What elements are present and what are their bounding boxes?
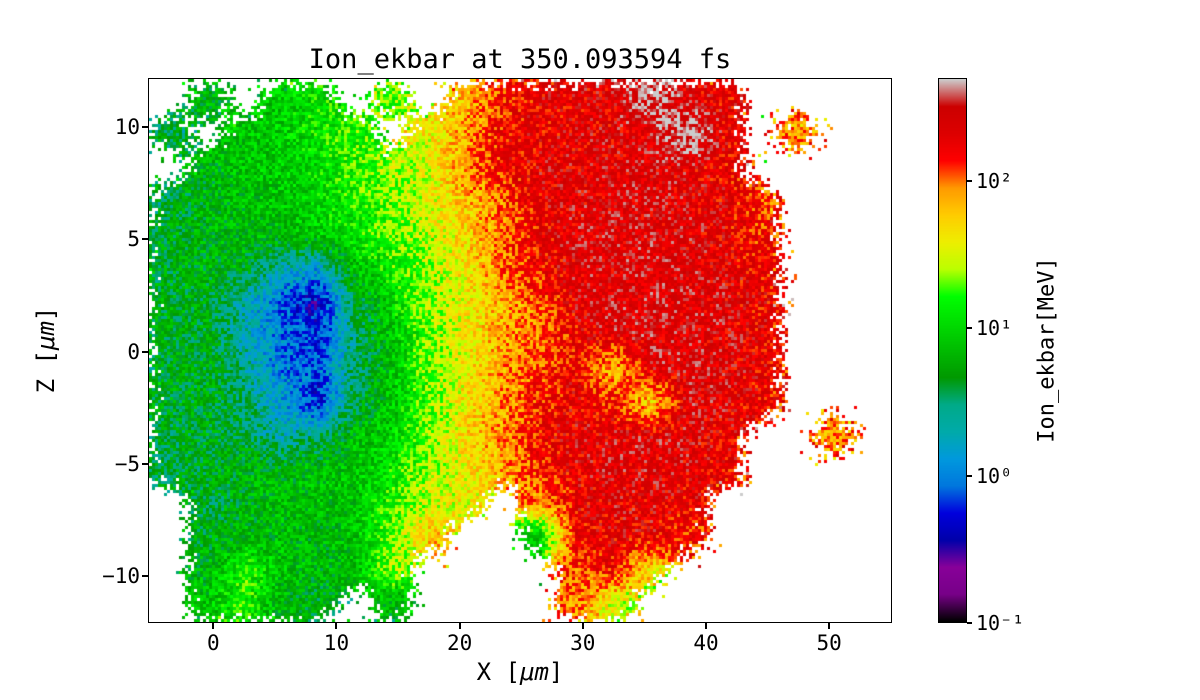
plot-area — [148, 78, 892, 623]
y-tick-mark — [142, 350, 148, 353]
y-tick-label: 10 — [114, 115, 140, 140]
x-axis-label-pre: X [ — [476, 658, 520, 686]
colorbar-tick-mark — [967, 327, 972, 330]
chart-title: Ion_ekbar at 350.093594 fs — [308, 44, 732, 75]
x-axis-label-post: ] — [548, 658, 564, 686]
colorbar-tick-label: 10⁻¹ — [976, 611, 1025, 635]
x-tick-mark — [212, 623, 215, 629]
y-axis-label: Z [μm] — [32, 307, 60, 394]
x-tick-label: 20 — [446, 631, 473, 655]
x-tick-mark — [705, 623, 707, 629]
y-tick-label: −10 — [102, 563, 140, 588]
x-tick-mark — [828, 623, 831, 629]
x-tick-label: 10 — [323, 631, 350, 655]
colorbar-tick-mark — [967, 622, 972, 624]
colorbar-tick-mark — [967, 179, 972, 182]
x-tick-mark — [458, 623, 461, 629]
y-tick-label: 0 — [127, 339, 140, 364]
y-axis-label-pre: Z [ — [32, 350, 60, 394]
y-tick-label: −5 — [114, 451, 140, 476]
colorbar — [938, 78, 967, 623]
colorbar-label: Ion_ekbar[MeV] — [1034, 257, 1060, 443]
colorbar-tick-mark — [967, 474, 972, 477]
colorbar-tick-label: 10² — [976, 168, 1013, 193]
y-tick-mark — [142, 462, 148, 465]
x-tick-mark — [581, 623, 584, 629]
x-tick-label: 30 — [570, 631, 596, 655]
heatmap-canvas — [149, 79, 891, 622]
x-tick-label: 0 — [206, 631, 220, 655]
y-tick-mark — [142, 126, 148, 129]
y-tick-mark — [142, 574, 148, 577]
x-tick-label: 40 — [693, 631, 719, 655]
y-tick-label: 5 — [127, 227, 140, 252]
x-tick-label: 50 — [816, 631, 842, 655]
y-tick-mark — [142, 238, 148, 241]
colorbar-gradient — [939, 79, 966, 622]
x-axis-label: X [μm] — [148, 658, 892, 686]
x-axis-label-unit: μm — [520, 658, 549, 686]
y-axis-label-post: ] — [32, 306, 60, 322]
colorbar-tick-label: 10⁰ — [976, 463, 1013, 488]
y-axis-label-unit: μm — [32, 321, 60, 350]
x-tick-mark — [335, 623, 338, 629]
colorbar-tick-label: 10¹ — [976, 316, 1013, 341]
